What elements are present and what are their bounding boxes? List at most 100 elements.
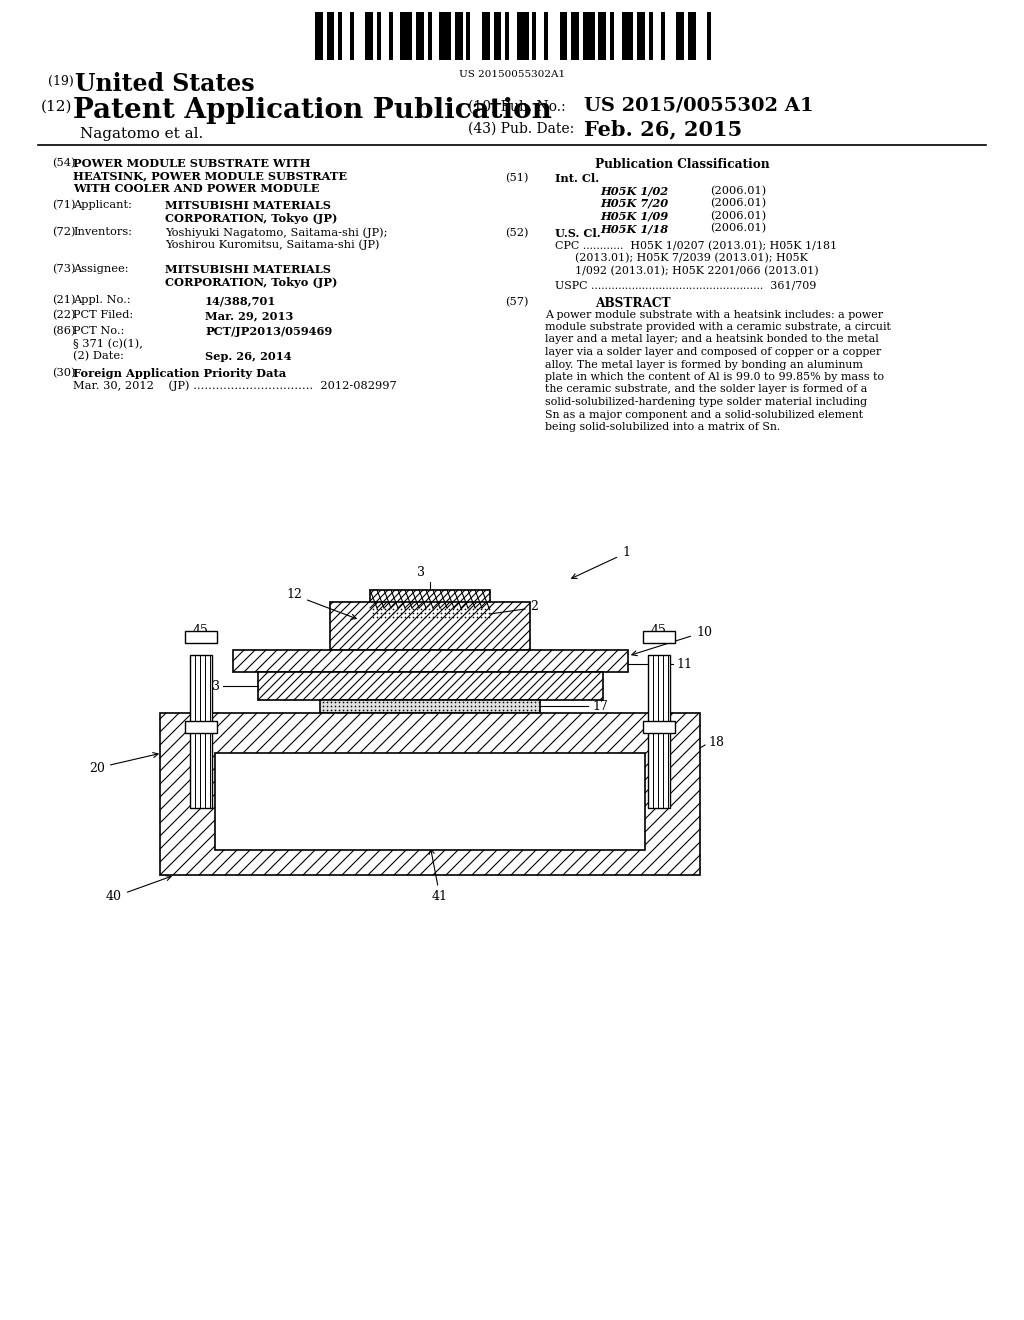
Bar — [560, 12, 567, 59]
Text: WITH COOLER AND POWER MODULE: WITH COOLER AND POWER MODULE — [73, 183, 319, 194]
Bar — [370, 609, 490, 620]
Text: 13: 13 — [204, 680, 220, 693]
Text: 41: 41 — [429, 849, 449, 903]
Text: Foreign Application Priority Data: Foreign Application Priority Data — [73, 368, 287, 379]
Text: 2: 2 — [530, 599, 538, 612]
Text: (22): (22) — [52, 310, 76, 321]
Bar — [571, 12, 580, 59]
Text: layer and a metal layer; and a heatsink bonded to the metal: layer and a metal layer; and a heatsink … — [545, 334, 879, 345]
Bar — [185, 631, 217, 643]
Text: 45: 45 — [651, 623, 667, 636]
Text: (57): (57) — [505, 297, 528, 308]
Text: 12: 12 — [286, 589, 356, 619]
Bar — [389, 12, 392, 59]
Text: H05K 7/20: H05K 7/20 — [600, 198, 668, 209]
Bar — [583, 12, 595, 59]
Bar — [708, 12, 711, 59]
Text: H05K 1/02: H05K 1/02 — [600, 186, 668, 197]
Text: PCT Filed:: PCT Filed: — [73, 310, 133, 319]
Bar — [400, 12, 412, 59]
Text: H05K 1/09: H05K 1/09 — [600, 210, 668, 222]
Bar — [160, 713, 700, 875]
Text: 18: 18 — [708, 737, 724, 750]
Bar — [439, 12, 451, 59]
Text: (10) Pub. No.:: (10) Pub. No.: — [468, 100, 565, 114]
Text: § 371 (c)(1),: § 371 (c)(1), — [73, 338, 143, 348]
Text: (2013.01); H05K 7/2039 (2013.01); H05K: (2013.01); H05K 7/2039 (2013.01); H05K — [575, 253, 808, 263]
Bar — [649, 12, 653, 59]
Text: 45: 45 — [194, 623, 209, 636]
Bar — [350, 12, 354, 59]
Bar — [544, 12, 548, 59]
Text: ABSTRACT: ABSTRACT — [595, 297, 671, 310]
Text: Applicant:: Applicant: — [73, 201, 132, 210]
Text: 14/388,701: 14/388,701 — [205, 294, 276, 306]
Text: Mar. 29, 2013: Mar. 29, 2013 — [205, 310, 293, 321]
Bar — [517, 12, 528, 59]
Text: (19): (19) — [48, 75, 74, 88]
Text: U.S. Cl.: U.S. Cl. — [555, 228, 601, 239]
Bar — [377, 12, 381, 59]
Bar — [428, 12, 431, 59]
Text: (72): (72) — [52, 227, 76, 238]
Text: 1: 1 — [571, 546, 630, 578]
Text: (71): (71) — [52, 201, 76, 210]
Text: 20: 20 — [89, 752, 158, 775]
Text: Feb. 26, 2015: Feb. 26, 2015 — [584, 119, 742, 139]
Bar — [315, 12, 323, 59]
Text: US 20150055302A1: US 20150055302A1 — [459, 70, 565, 79]
Text: 40: 40 — [106, 875, 171, 903]
Text: PCT No.:: PCT No.: — [73, 326, 124, 337]
Text: (2) Date:: (2) Date: — [73, 351, 124, 362]
Text: Assignee:: Assignee: — [73, 264, 128, 275]
Text: CORPORATION, Tokyo (JP): CORPORATION, Tokyo (JP) — [165, 213, 338, 223]
Text: (2006.01): (2006.01) — [710, 223, 766, 234]
Bar — [370, 590, 490, 609]
Bar — [190, 655, 212, 808]
Text: Int. Cl.: Int. Cl. — [555, 173, 599, 183]
Text: layer via a solder layer and composed of copper or a copper: layer via a solder layer and composed of… — [545, 347, 882, 356]
Text: the ceramic substrate, and the solder layer is formed of a: the ceramic substrate, and the solder la… — [545, 384, 867, 395]
Text: 1/092 (2013.01); H05K 2201/066 (2013.01): 1/092 (2013.01); H05K 2201/066 (2013.01) — [575, 265, 818, 276]
Bar — [338, 12, 342, 59]
Text: Sn as a major component and a solid-solubilized element: Sn as a major component and a solid-solu… — [545, 409, 863, 420]
Bar — [233, 649, 628, 672]
Text: module substrate provided with a ceramic substrate, a circuit: module substrate provided with a ceramic… — [545, 322, 891, 333]
Text: solid-solubilized-hardening type solder material including: solid-solubilized-hardening type solder … — [545, 397, 867, 407]
Text: 11: 11 — [676, 657, 692, 671]
Text: CORPORATION, Tokyo (JP): CORPORATION, Tokyo (JP) — [165, 276, 338, 288]
Text: Yoshiyuki Nagatomo, Saitama-shi (JP);: Yoshiyuki Nagatomo, Saitama-shi (JP); — [165, 227, 387, 238]
Text: (54): (54) — [52, 158, 76, 169]
Text: 10: 10 — [632, 626, 712, 656]
Text: A power module substrate with a heatsink includes: a power: A power module substrate with a heatsink… — [545, 309, 883, 319]
Text: Patent Application Publication: Patent Application Publication — [73, 96, 552, 124]
Text: MITSUBISHI MATERIALS: MITSUBISHI MATERIALS — [165, 201, 331, 211]
Text: Yoshirou Kuromitsu, Saitama-shi (JP): Yoshirou Kuromitsu, Saitama-shi (JP) — [165, 239, 380, 249]
Text: POWER MODULE SUBSTRATE WITH: POWER MODULE SUBSTRATE WITH — [73, 158, 310, 169]
Text: (2006.01): (2006.01) — [710, 186, 766, 195]
Bar — [622, 12, 634, 59]
Text: Mar. 30, 2012    (JP) ................................  2012-082997: Mar. 30, 2012 (JP) .....................… — [73, 380, 396, 391]
Text: 17: 17 — [592, 700, 608, 713]
Bar — [455, 12, 463, 59]
Text: Sep. 26, 2014: Sep. 26, 2014 — [205, 351, 292, 362]
Bar — [494, 12, 502, 59]
Bar — [215, 752, 645, 850]
Text: CPC ............  H05K 1/0207 (2013.01); H05K 1/181: CPC ............ H05K 1/0207 (2013.01); … — [555, 240, 838, 251]
Bar — [319, 700, 540, 713]
Bar — [366, 12, 374, 59]
Bar — [258, 672, 603, 700]
Bar — [327, 12, 335, 59]
Text: United States: United States — [75, 73, 255, 96]
Text: (2006.01): (2006.01) — [710, 198, 766, 209]
Text: being solid-solubilized into a matrix of Sn.: being solid-solubilized into a matrix of… — [545, 422, 780, 432]
Bar — [467, 12, 470, 59]
Text: (86): (86) — [52, 326, 76, 337]
Text: plate in which the content of Al is 99.0 to 99.85% by mass to: plate in which the content of Al is 99.0… — [545, 372, 884, 381]
Bar — [416, 12, 424, 59]
Text: Nagatomo et al.: Nagatomo et al. — [80, 127, 203, 141]
Text: (2006.01): (2006.01) — [710, 210, 766, 220]
Text: (73): (73) — [52, 264, 76, 275]
Bar — [505, 12, 509, 59]
Text: (51): (51) — [505, 173, 528, 183]
